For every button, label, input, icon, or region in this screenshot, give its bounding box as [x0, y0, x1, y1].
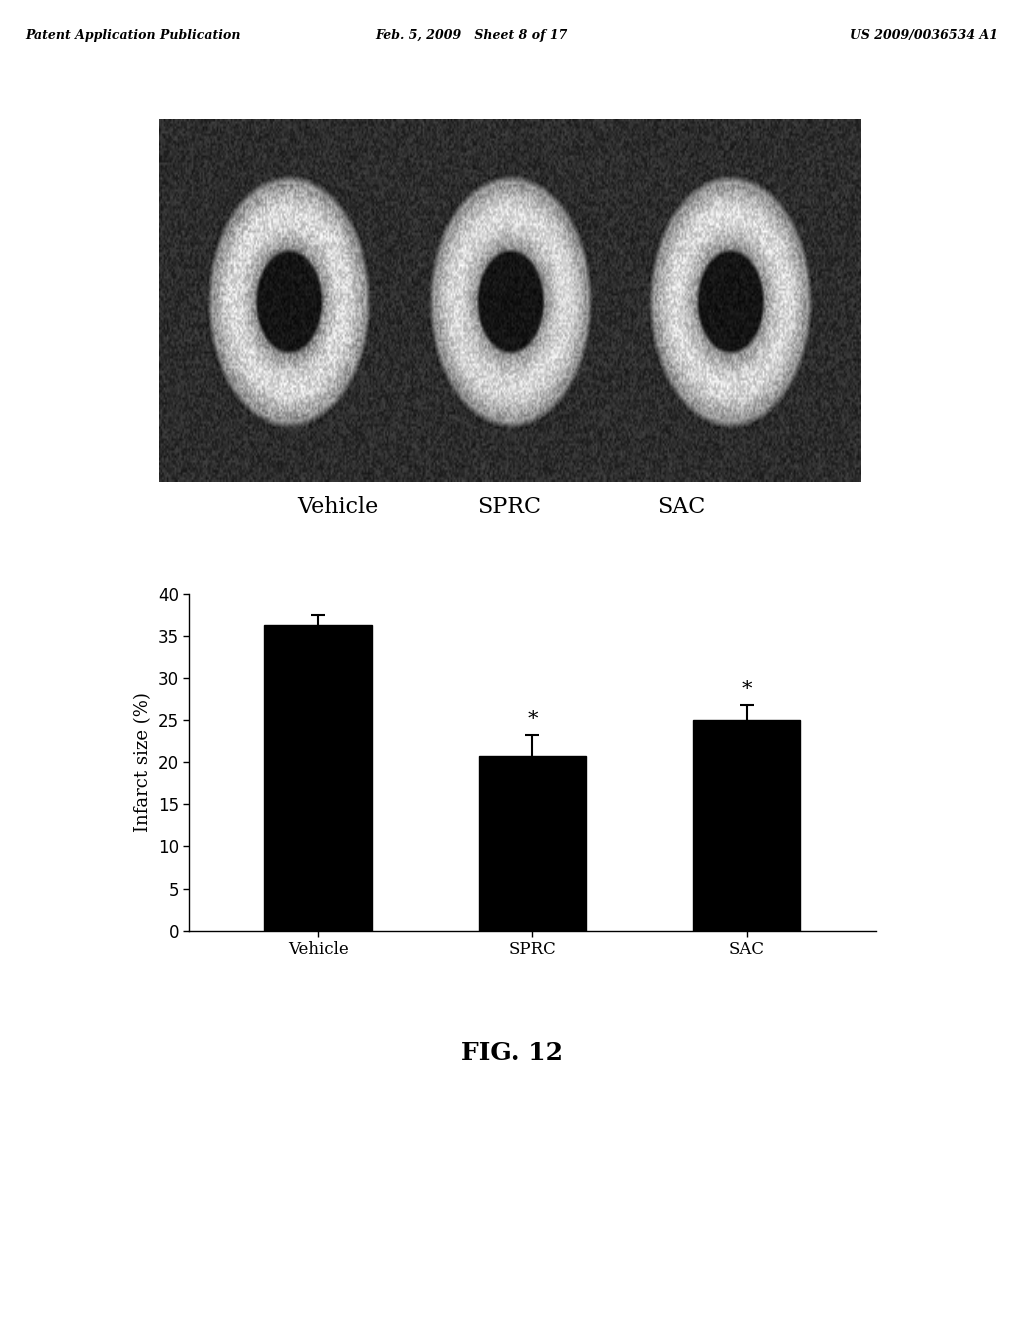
- Y-axis label: Infarct size (%): Infarct size (%): [134, 693, 153, 832]
- Bar: [693, 721, 801, 931]
- Text: US 2009/0036534 A1: US 2009/0036534 A1: [850, 29, 998, 42]
- Text: SAC: SAC: [657, 496, 706, 517]
- Text: FIG. 12: FIG. 12: [461, 1040, 563, 1065]
- Text: *: *: [741, 680, 753, 700]
- Text: Patent Application Publication: Patent Application Publication: [26, 29, 241, 42]
- Text: Vehicle: Vehicle: [297, 496, 378, 517]
- Text: SPRC: SPRC: [477, 496, 542, 517]
- Bar: [264, 626, 372, 931]
- Text: Feb. 5, 2009   Sheet 8 of 17: Feb. 5, 2009 Sheet 8 of 17: [375, 29, 567, 42]
- Bar: [479, 756, 586, 931]
- Text: *: *: [527, 710, 538, 730]
